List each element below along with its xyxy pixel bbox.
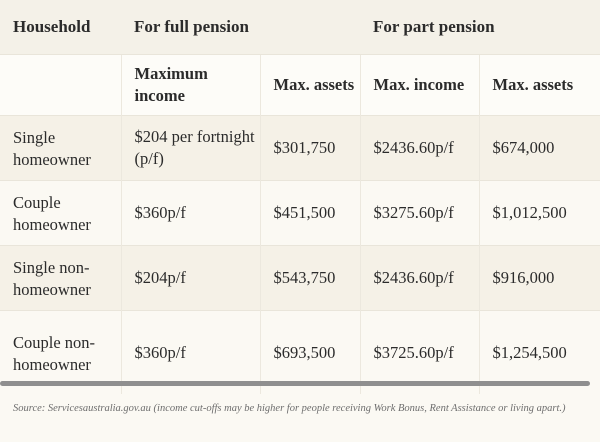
household-cell: Couple non-homeowner <box>0 310 121 394</box>
part-max-assets-cell: $916,000 <box>478 245 600 311</box>
table-row: Single homeowner $204 per fortnight (p/f… <box>0 115 600 181</box>
header-part-max-income: Max. income <box>359 54 479 116</box>
part-max-income-cell: $2436.60p/f <box>359 245 479 311</box>
household-cell: Couple homeowner <box>0 180 121 246</box>
header-empty-cell <box>0 54 121 116</box>
part-max-income-cell: $3275.60p/f <box>359 180 479 246</box>
group-header-row: Household For full pension For part pens… <box>0 0 600 55</box>
full-max-income-cell: $204 per fortnight (p/f) <box>120 115 260 181</box>
full-max-assets-cell: $451,500 <box>259 180 360 246</box>
part-max-income-cell: $2436.60p/f <box>359 115 479 181</box>
header-full-pension: For full pension <box>121 0 360 55</box>
header-part-pension: For part pension <box>360 0 600 55</box>
household-cell: Single non-homeowner <box>0 245 121 311</box>
full-max-income-cell: $360p/f <box>120 180 260 246</box>
part-max-assets-cell: $1,254,500 <box>478 310 600 394</box>
full-max-income-cell: $204p/f <box>120 245 260 311</box>
header-full-max-assets: Max. assets <box>259 54 360 116</box>
header-part-max-assets: Max. assets <box>478 54 600 116</box>
part-max-income-cell: $3725.60p/f <box>359 310 479 394</box>
source-note: Source: Servicesaustralia.gov.au (income… <box>13 403 566 414</box>
full-max-assets-cell: $301,750 <box>259 115 360 181</box>
household-cell: Single homeowner <box>0 115 121 181</box>
table-row: Single non-homeowner $204p/f $543,750 $2… <box>0 245 600 311</box>
full-max-assets-cell: $543,750 <box>259 245 360 311</box>
sub-header-row: Maximum income Max. assets Max. income M… <box>0 54 600 116</box>
full-max-income-cell: $360p/f <box>120 310 260 394</box>
part-max-assets-cell: $1,012,500 <box>478 180 600 246</box>
table-row: Couple non-homeowner $360p/f $693,500 $3… <box>0 310 600 394</box>
part-max-assets-cell: $674,000 <box>478 115 600 181</box>
table-bottom-rule <box>0 381 590 386</box>
full-max-assets-cell: $693,500 <box>259 310 360 394</box>
header-full-max-income: Maximum income <box>120 54 260 116</box>
pension-thresholds-table: Household For full pension For part pens… <box>0 0 600 394</box>
header-household: Household <box>0 0 121 55</box>
table-row: Couple homeowner $360p/f $451,500 $3275.… <box>0 180 600 246</box>
